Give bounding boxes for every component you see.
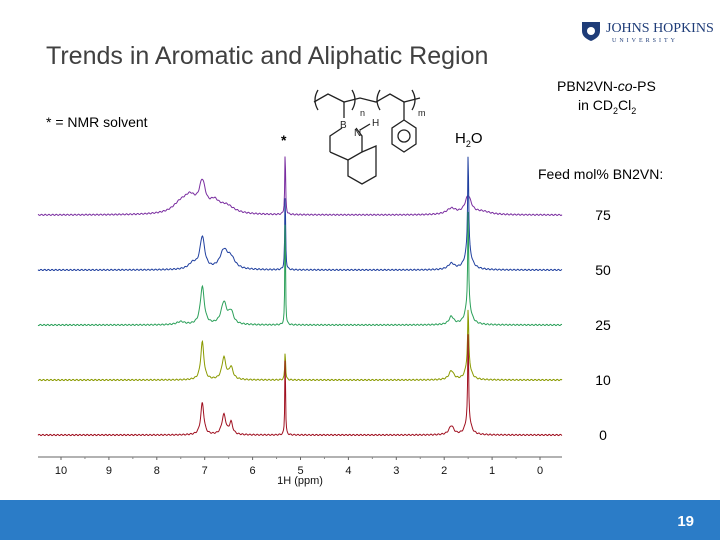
spectrum-trace-25 (37, 211, 563, 327)
polymer-structure: B N H n m (313, 89, 426, 185)
x-axis-label: 1H (ppm) (277, 475, 323, 487)
feed-value-label: 10 (595, 372, 611, 388)
spectrum-trace-0 (37, 334, 563, 437)
x-tick-label: 9 (106, 465, 112, 477)
feed-value-label: 75 (595, 207, 611, 223)
spectrum-trace-10 (37, 309, 563, 382)
x-tick-label: 10 (55, 465, 67, 477)
water-label: H2O (455, 130, 483, 149)
polymer-name: PBN2VN-co-PS (557, 78, 656, 94)
feed-value-label: 50 (595, 262, 611, 278)
page-number: 19 (677, 513, 694, 530)
logo-sub: UNIVERSITY (612, 38, 678, 44)
svg-text:n: n (360, 108, 365, 118)
spectrum-trace-50 (37, 156, 563, 272)
svg-text:N: N (354, 128, 361, 139)
x-tick-label: 7 (202, 465, 208, 477)
x-tick-label: 0 (537, 465, 543, 477)
logo-main: JOHNS HOPKINS (606, 21, 714, 36)
x-tick-label: 6 (250, 465, 256, 477)
solvent-asterisk: * (281, 132, 287, 148)
svg-text:H: H (372, 118, 379, 129)
footer-bar (0, 500, 720, 540)
x-tick-label: 8 (154, 465, 160, 477)
solvent-note: * = NMR solvent (46, 114, 148, 130)
svg-text:m: m (418, 108, 426, 118)
shield-icon (582, 22, 600, 41)
feed-label: Feed mol% BN2VN: (538, 166, 664, 182)
feed-value-label: 25 (595, 317, 611, 333)
x-tick-label: 3 (393, 465, 399, 477)
feed-value-label: 0 (599, 427, 607, 443)
slide-title: Trends in Aromatic and Aliphatic Region (46, 42, 489, 70)
x-tick-label: 5 (297, 465, 303, 477)
svg-text:B: B (340, 120, 347, 131)
solvent-label: in CD2Cl2 (578, 97, 637, 116)
x-tick-label: 2 (441, 465, 447, 477)
x-tick-label: 4 (345, 465, 351, 477)
spectrum-trace-75 (37, 156, 563, 217)
x-tick-label: 1 (489, 465, 495, 477)
